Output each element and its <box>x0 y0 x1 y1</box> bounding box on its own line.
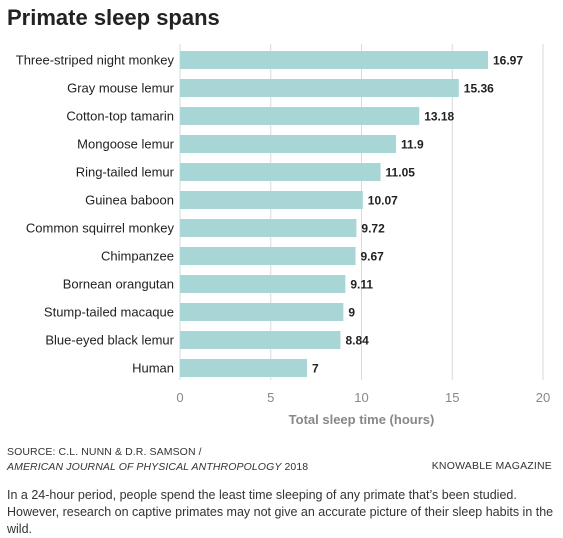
value-label: 7 <box>312 362 319 376</box>
x-axis-label: Total sleep time (hours) <box>289 412 435 427</box>
bar <box>180 331 341 349</box>
category-label: Gray mouse lemur <box>67 81 175 96</box>
value-label: 11.05 <box>386 166 416 180</box>
value-label: 15.36 <box>464 82 494 96</box>
category-label: Chimpanzee <box>101 249 174 264</box>
x-tick-label: 0 <box>176 390 183 405</box>
value-label: 9.72 <box>361 222 385 236</box>
category-label: Human <box>132 361 174 376</box>
value-label: 9.67 <box>361 250 385 264</box>
chart-title: Primate sleep spans <box>7 5 220 30</box>
source-note: SOURCE: C.L. NUNN & D.R. SAMSON / AMERIC… <box>7 445 308 475</box>
bar <box>180 303 344 321</box>
value-label: 9 <box>348 306 355 320</box>
x-tick-label: 5 <box>267 390 274 405</box>
value-label: 9.11 <box>350 278 373 292</box>
category-label: Mongoose lemur <box>77 137 174 152</box>
category-label: Common squirrel monkey <box>26 221 175 236</box>
value-label: 13.18 <box>424 110 454 124</box>
bar <box>180 79 459 97</box>
source-year: 2018 <box>284 461 309 473</box>
value-label: 11.9 <box>401 138 424 152</box>
x-tick-label: 20 <box>536 390 550 405</box>
category-label: Bornean orangutan <box>63 277 174 292</box>
bar <box>180 359 308 377</box>
category-label: Three-striped night monkey <box>16 53 175 68</box>
bar <box>180 247 356 265</box>
bar <box>180 51 489 69</box>
bar-chart: Three-striped night monkey 16.97 Gray mous… <box>16 44 550 427</box>
publisher-credit: KNOWABLE MAGAZINE <box>431 460 552 472</box>
x-tick-label: 15 <box>445 390 459 405</box>
x-tick-label: 10 <box>354 390 368 405</box>
value-label: 16.97 <box>493 54 523 68</box>
category-label: Blue-eyed black lemur <box>45 333 174 348</box>
bar <box>180 107 420 125</box>
category-label: Cotton-top tamarin <box>66 109 174 124</box>
bar <box>180 135 396 153</box>
category-label: Stump-tailed macaque <box>44 305 174 320</box>
source-journal: AMERICAN JOURNAL OF PHYSICAL ANTHROPOLOG… <box>7 461 282 473</box>
bar <box>180 191 363 209</box>
category-label: Ring-tailed lemur <box>76 165 175 180</box>
value-label: 10.07 <box>368 194 398 208</box>
source-line: SOURCE: C.L. NUNN & D.R. SAMSON / <box>7 446 202 458</box>
bar <box>180 163 381 181</box>
bar <box>180 219 357 237</box>
source-journal-line: AMERICAN JOURNAL OF PHYSICAL ANTHROPOLOG… <box>7 460 308 475</box>
bar <box>180 275 346 293</box>
value-label: 8.84 <box>345 334 369 348</box>
caption-text: In a 24-hour period, people spend the le… <box>7 488 554 536</box>
category-label: Guinea baboon <box>85 193 174 208</box>
